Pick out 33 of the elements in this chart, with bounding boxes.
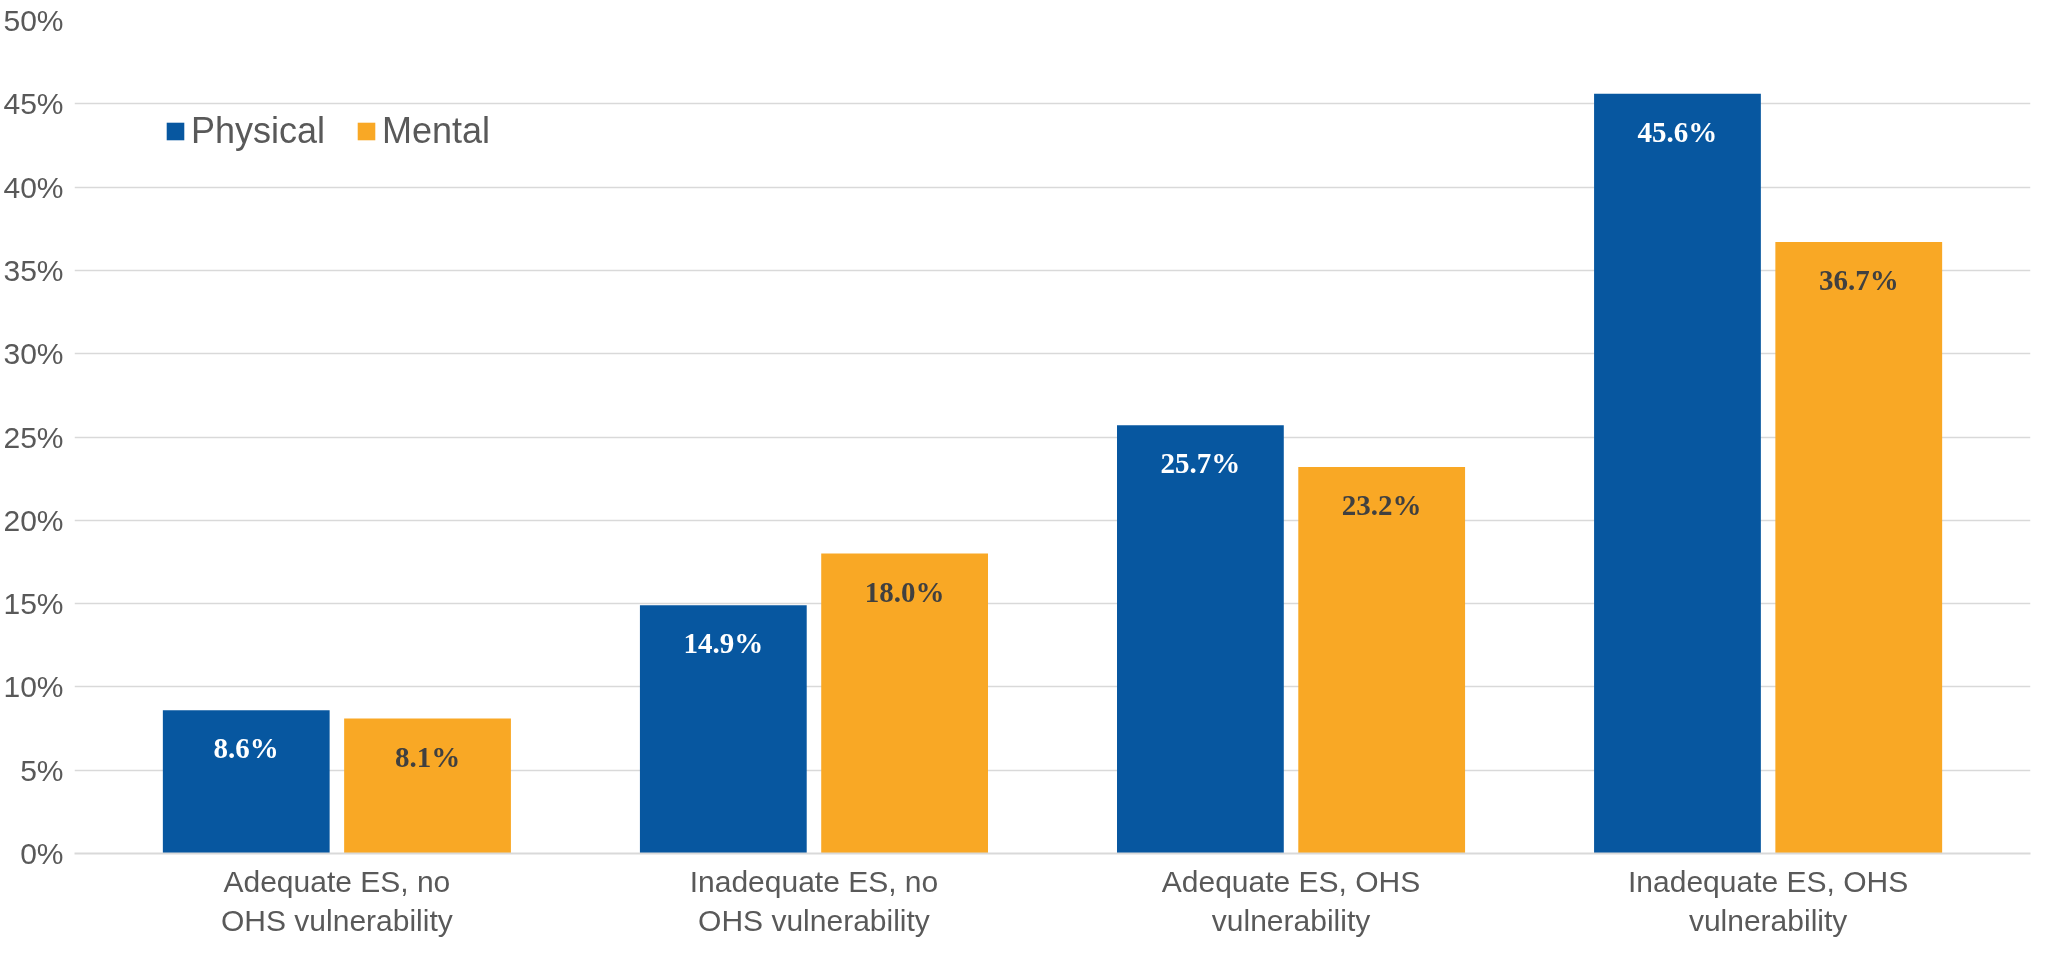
y-tick-label: 40% bbox=[3, 170, 64, 204]
legend-label: Physical bbox=[191, 110, 326, 152]
y-tick-label: 0% bbox=[20, 837, 64, 870]
data-label: 36.7% bbox=[1818, 264, 1899, 297]
data-label: 45.6% bbox=[1637, 115, 1718, 148]
y-tick-label: 30% bbox=[3, 337, 64, 371]
bar bbox=[162, 710, 330, 854]
y-tick-label: 25% bbox=[3, 420, 64, 454]
data-label: 8.6% bbox=[213, 732, 279, 765]
x-tick-label: Inadequate ES, OHS vulnerability bbox=[1628, 864, 1909, 938]
data-label: 14.9% bbox=[683, 627, 764, 660]
data-label: 23.2% bbox=[1341, 488, 1422, 521]
data-label: 18.0% bbox=[864, 575, 945, 608]
y-tick-label: 45% bbox=[3, 87, 64, 121]
y-tick-label: 5% bbox=[20, 753, 64, 787]
bar bbox=[1298, 466, 1466, 854]
y-tick-label: 50% bbox=[3, 4, 64, 37]
bar bbox=[821, 553, 988, 854]
bar bbox=[1117, 425, 1284, 854]
y-tick-label: 10% bbox=[3, 670, 64, 704]
legend-label: Mental bbox=[382, 110, 491, 152]
bar bbox=[344, 718, 511, 854]
x-tick-label: Adequate ES, OHS vulnerability bbox=[1161, 864, 1421, 938]
x-tick-label: Inadequate ES, no OHS vulnerability bbox=[689, 864, 939, 938]
bar bbox=[639, 605, 807, 854]
data-label: 25.7% bbox=[1160, 447, 1241, 480]
bar bbox=[1594, 93, 1761, 854]
data-label: 8.1% bbox=[394, 740, 461, 773]
y-tick-label: 20% bbox=[3, 503, 64, 537]
y-tick-label: 15% bbox=[3, 587, 64, 621]
x-tick-label: Adequate ES, no OHS vulnerability bbox=[221, 864, 453, 938]
bar bbox=[1775, 242, 1943, 854]
y-tick-label: 35% bbox=[3, 253, 64, 287]
